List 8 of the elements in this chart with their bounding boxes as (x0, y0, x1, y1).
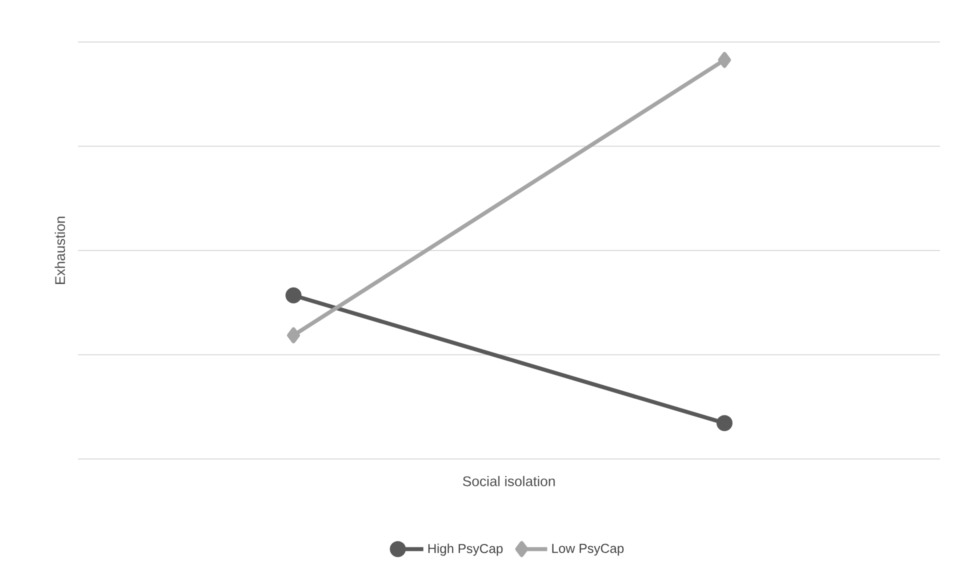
legend-label: High PsyCap (428, 544, 503, 556)
point (716, 415, 733, 432)
legend-label: Low PsyCap (552, 544, 624, 556)
x-axis-title: Social isolation (462, 476, 555, 486)
y-axis-title: Exhaustion (54, 216, 66, 284)
point (287, 327, 300, 344)
point (718, 52, 732, 68)
point (286, 287, 302, 304)
